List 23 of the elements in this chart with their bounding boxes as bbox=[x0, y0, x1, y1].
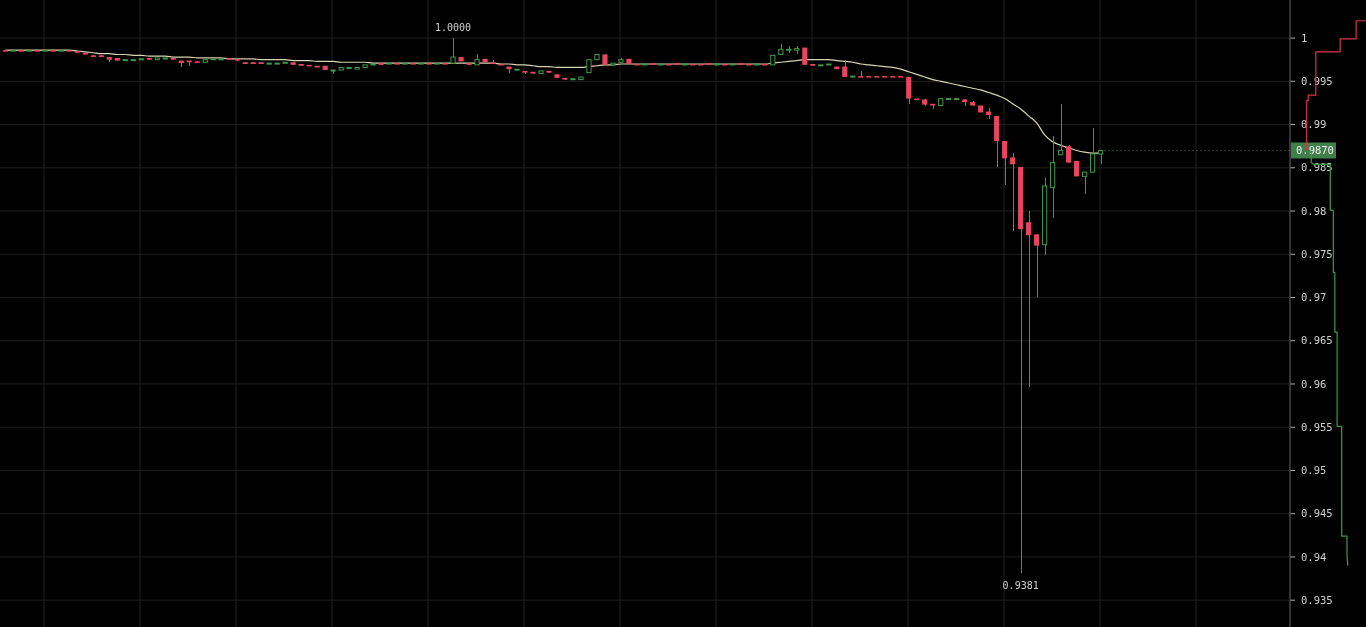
candlestick bbox=[1090, 127, 1096, 173]
y-tick-label: 0.955 bbox=[1301, 420, 1333, 433]
candlestick bbox=[1002, 140, 1008, 186]
y-tick-label: 0.975 bbox=[1301, 247, 1333, 260]
y-tick-label: 0.97 bbox=[1301, 291, 1327, 304]
y-tick-label: 1 bbox=[1301, 31, 1308, 44]
candlestick bbox=[1010, 152, 1016, 232]
candlestick bbox=[450, 37, 456, 65]
candlestick bbox=[1082, 171, 1088, 195]
y-tick-label: 0.945 bbox=[1301, 507, 1333, 520]
candlestick bbox=[1034, 233, 1040, 298]
candlestick bbox=[1026, 210, 1032, 388]
annotation: 1.0000 bbox=[435, 22, 472, 34]
y-tick-label: 0.935 bbox=[1301, 593, 1333, 606]
annotation: 0.9381 bbox=[1002, 580, 1039, 592]
y-tick-label: 0.94 bbox=[1301, 550, 1327, 563]
candlestick bbox=[1058, 103, 1064, 156]
ref-line-label: 0.9870 bbox=[1296, 144, 1334, 157]
candlestick bbox=[906, 76, 912, 105]
y-tick-label: 0.96 bbox=[1301, 377, 1327, 390]
y-tick-label: 0.98 bbox=[1301, 204, 1327, 217]
y-tick-label: 0.965 bbox=[1301, 334, 1333, 347]
y-tick-label: 0.95 bbox=[1301, 464, 1327, 477]
